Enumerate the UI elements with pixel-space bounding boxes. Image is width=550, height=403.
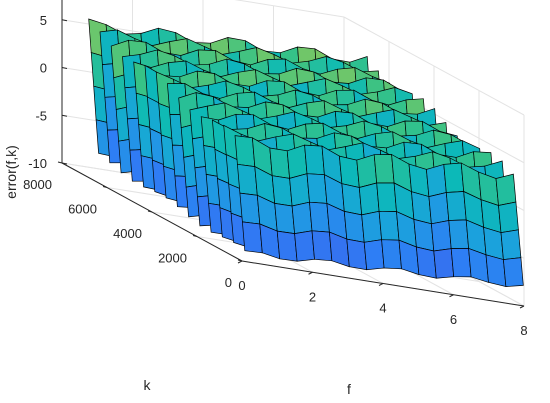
surface-patch: [498, 201, 519, 234]
surface-sheet-13: [234, 135, 524, 288]
x-tick-mark: [449, 294, 454, 298]
surface-patch: [291, 201, 313, 235]
y-axis-label: k: [144, 377, 152, 393]
x-tick-mark: [308, 271, 313, 275]
surface-patch: [361, 210, 382, 243]
sidewall-grid-z-4: [343, 16, 525, 116]
z-tick-label: 5: [40, 13, 47, 28]
surface-patch: [363, 239, 385, 271]
surface-patch: [373, 154, 395, 184]
surface-patch: [450, 248, 472, 278]
z-axis-label: error(f,k): [3, 145, 19, 199]
y-tick-mark: [57, 161, 63, 164]
surface-patch: [443, 162, 465, 193]
surface-patch: [356, 154, 378, 188]
surface-patch: [381, 239, 402, 270]
x-tick-label: 8: [520, 323, 527, 338]
x-axis-label: f: [347, 381, 351, 397]
surface-patch: [237, 163, 258, 196]
surface-layer: [88, 18, 524, 288]
surface-patch: [495, 173, 517, 206]
surface-patch: [339, 155, 360, 188]
surface-patch: [448, 219, 469, 249]
y-tick-label: 6000: [68, 202, 97, 217]
surface-patch: [309, 201, 330, 233]
surface-patch: [304, 144, 325, 176]
surface-patch: [239, 192, 261, 225]
y-tick-mark: [147, 210, 153, 213]
surface-patch: [343, 210, 365, 243]
surface-patch: [428, 192, 450, 225]
z-tick-mark: [61, 114, 68, 117]
surface-patch: [413, 218, 435, 252]
y-tick-mark: [237, 259, 243, 262]
surface-patch: [433, 248, 455, 279]
y-tick-label: 8000: [23, 177, 52, 192]
surface-patch: [294, 230, 315, 262]
surface-patch: [341, 183, 363, 216]
z-tick-label: -10: [28, 156, 47, 171]
x-tick-label: 6: [450, 312, 457, 327]
z-tick-mark: [61, 67, 68, 69]
x-tick-mark: [519, 305, 525, 309]
x-tick-label: 4: [379, 301, 386, 316]
surface-patch: [274, 202, 295, 235]
surface-patch: [276, 230, 298, 262]
surface-patch: [503, 257, 524, 287]
x-tick-mark: [378, 283, 384, 286]
surface-patch: [426, 163, 447, 198]
y-tick-label: 4000: [113, 226, 142, 241]
surface-patch: [242, 221, 263, 254]
surface-patch: [376, 182, 397, 212]
surface-patch: [411, 191, 432, 225]
surface-patch: [358, 182, 380, 216]
surface-patch: [500, 229, 522, 260]
surface-patch: [269, 147, 290, 179]
y-tick-mark: [192, 235, 198, 237]
surface-patch: [431, 220, 452, 252]
z-tick-label: -5: [35, 108, 47, 123]
surface-patch: [289, 173, 310, 207]
surface-patch: [378, 210, 400, 241]
backwall-grid-z-4: [234, 0, 345, 18]
x-tick-label: 0: [238, 278, 245, 293]
y-tick-mark: [102, 186, 108, 188]
surface-patch: [311, 230, 333, 262]
z-tick-label: 0: [40, 61, 47, 76]
surface-patch: [234, 135, 256, 168]
surface-patch: [306, 173, 328, 204]
surface-patch: [346, 238, 368, 271]
surface-patch: [445, 191, 467, 221]
x-tick-label: 2: [309, 289, 316, 304]
y-tick-label: 2000: [158, 251, 187, 266]
surface-patch: [271, 175, 293, 207]
surface-patch: [286, 144, 308, 179]
y-tick-label: 0: [225, 275, 232, 290]
surface-patch: [485, 254, 507, 288]
surface-patch: [416, 246, 437, 279]
z-tick-mark: [61, 19, 68, 22]
z-tick-mark: [61, 162, 68, 165]
